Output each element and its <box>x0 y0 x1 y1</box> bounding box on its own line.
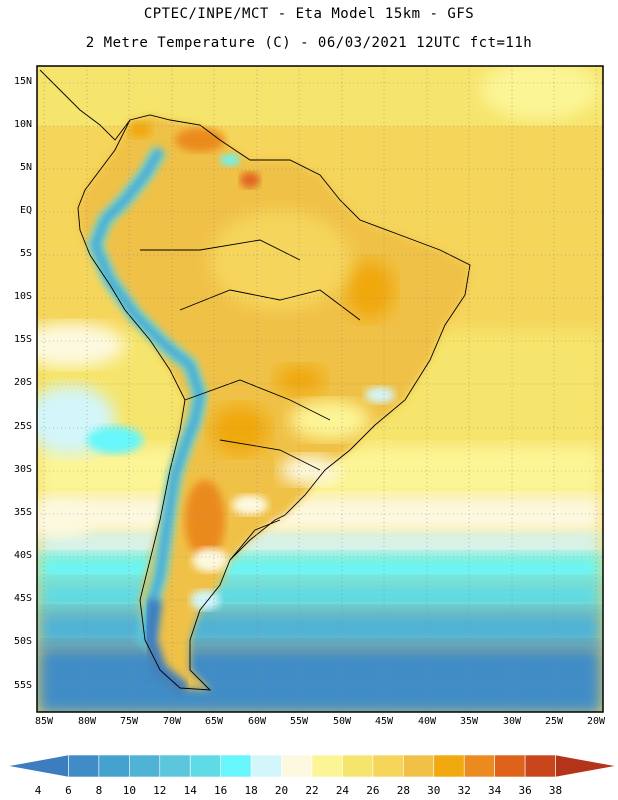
colorbar-label: 8 <box>95 784 103 797</box>
lon-label: 70W <box>162 716 182 727</box>
colorbar-label: 24 <box>335 784 350 797</box>
colorbar-label: 12 <box>153 784 167 797</box>
colorbar-swatch <box>524 754 556 778</box>
title-line-1: CPTEC/INPE/MCT - Eta Model 15km - GFS <box>143 6 475 22</box>
colorbar-swatch <box>250 754 282 778</box>
colorbar-label: 28 <box>396 784 410 797</box>
colorbar-label: 32 <box>457 784 471 797</box>
lon-label: 80W <box>77 716 97 727</box>
colorbar-swatch <box>189 754 221 778</box>
colorbar-label: 26 <box>366 784 380 797</box>
colorbar-swatch <box>281 754 313 778</box>
lon-label: 85W <box>34 716 54 727</box>
colorbar <box>7 754 617 778</box>
lat-label: 55S <box>13 680 32 691</box>
map-frame <box>36 65 604 713</box>
lat-label: 35S <box>13 507 32 518</box>
colorbar-swatch <box>372 754 404 778</box>
lon-label: 45W <box>374 716 394 727</box>
lat-label: 40S <box>13 550 32 561</box>
colorbar-label: 10 <box>122 784 136 797</box>
lon-label: 20W <box>586 716 606 727</box>
colorbar-swatch <box>555 754 617 778</box>
colorbar-swatch <box>433 754 465 778</box>
colorbar-label: 6 <box>65 784 72 797</box>
colorbar-label: 22 <box>305 784 319 797</box>
lon-label: 30W <box>502 716 522 727</box>
lat-label: 25S <box>13 421 32 432</box>
lat-label: 30S <box>13 464 32 475</box>
colorbar-label: 34 <box>488 784 502 797</box>
lon-label: 60W <box>247 716 267 727</box>
lat-label: 5S <box>19 248 32 259</box>
colorbar-swatch <box>494 754 526 778</box>
lon-label: 25W <box>544 716 564 727</box>
colorbar-swatch <box>463 754 495 778</box>
colorbar-label: 14 <box>183 784 197 797</box>
lat-label: 50S <box>13 636 32 647</box>
lon-label: 75W <box>119 716 139 727</box>
lat-label: 15N <box>13 76 32 87</box>
colorbar-swatch <box>129 754 161 778</box>
title-line-2: 2 Metre Temperature (C) - 06/03/2021 12U… <box>85 35 533 51</box>
colorbar-label: 38 <box>548 784 563 797</box>
temperature-field <box>37 66 603 712</box>
colorbar-label: 30 <box>427 784 441 797</box>
lat-label: 10S <box>13 291 32 302</box>
colorbar-label: 16 <box>214 784 228 797</box>
colorbar-label: 4 <box>34 784 42 797</box>
lat-label: 45S <box>13 593 32 604</box>
lat-label: 20S <box>13 377 32 388</box>
lat-label: EQ <box>19 205 32 216</box>
coastlines <box>39 69 471 691</box>
colorbar-swatch <box>220 754 252 778</box>
colorbar-swatch <box>68 754 100 778</box>
colorbar-swatch <box>98 754 130 778</box>
colorbar-swatch <box>311 754 343 778</box>
lon-label: 50W <box>332 716 352 727</box>
lon-label: 55W <box>289 716 309 727</box>
colorbar-swatch <box>403 754 435 778</box>
colorbar-label: 18 <box>244 784 258 797</box>
lat-label: 5N <box>19 162 32 173</box>
colorbar-label: 20 <box>274 784 289 797</box>
colorbar-label: 36 <box>518 784 532 797</box>
colorbar-swatch <box>342 754 374 778</box>
lon-label: 65W <box>204 716 224 727</box>
colorbar-swatch <box>159 754 191 778</box>
lon-label: 35W <box>459 716 479 727</box>
lat-label: 15S <box>13 334 32 345</box>
lat-label: 10N <box>13 119 32 130</box>
lon-label: 40W <box>417 716 437 727</box>
colorbar-swatch <box>7 754 69 778</box>
